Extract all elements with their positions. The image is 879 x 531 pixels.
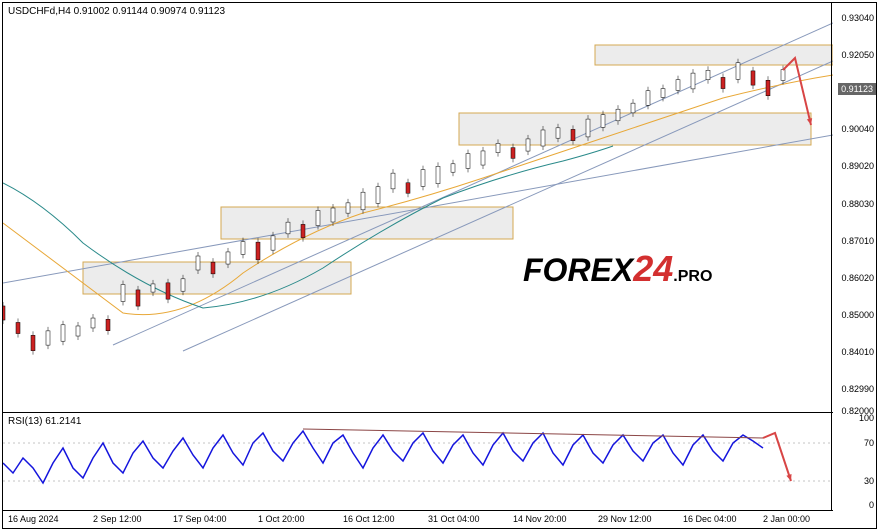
logo-pro-text: .PRO [673, 268, 712, 285]
y-axis-label: 0.91123 [838, 83, 876, 95]
main-chart-svg [3, 3, 833, 413]
x-axis-label: 16 Oct 12:00 [343, 514, 395, 524]
time-x-axis: 16 Aug 2024 2 Sep 12:00 17 Sep 04:00 1 Oct … [3, 510, 833, 530]
x-axis-label: 16 Aug 2024 [8, 514, 59, 524]
rsi-indicator-chart: RSI(13) 61.2141 [3, 413, 833, 510]
y-axis-label: 0.86020 [841, 273, 874, 283]
rsi-forecast-arrow [763, 433, 792, 481]
main-price-chart: USDCHFd,H4 0.91002 0.91144 0.90974 0.911… [3, 3, 833, 413]
support-resistance-zones [83, 45, 833, 294]
watermark-logo: FOREX24.PRO [523, 248, 712, 290]
rsi-y-label: 0 [869, 500, 874, 510]
y-axis-label: 0.92050 [841, 50, 874, 60]
y-axis-label: 0.85000 [841, 310, 874, 320]
chart-title: USDCHFd,H4 0.91002 0.91144 0.90974 0.911… [8, 6, 225, 17]
y-axis-label: 0.93040 [841, 13, 874, 23]
x-axis-label: 14 Nov 20:00 [513, 514, 567, 524]
y-axis-label: 0.84010 [841, 347, 874, 357]
logo-forex-text: FOREX [523, 252, 633, 288]
x-axis-label: 16 Dec 04:00 [683, 514, 737, 524]
x-axis-label: 1 Oct 20:00 [258, 514, 305, 524]
y-axis-label: 0.89020 [841, 161, 874, 171]
y-axis-label: 0.87010 [841, 236, 874, 246]
x-axis-label: 2 Sep 12:00 [93, 514, 142, 524]
rsi-chart-svg [3, 413, 833, 510]
x-axis-label: 17 Sep 04:00 [173, 514, 227, 524]
rsi-y-label: 100 [859, 413, 874, 423]
rsi-line [3, 431, 763, 483]
rsi-y-axis: 100 70 30 0 [831, 413, 876, 510]
rsi-trend-line [303, 429, 763, 438]
rsi-title: RSI(13) 61.2141 [8, 416, 81, 427]
x-axis-label: 2 Jan 00:00 [763, 514, 810, 524]
y-axis-label: 0.82990 [841, 384, 874, 394]
main-y-axis: 0.93040 0.92050 0.91123 0.90040 0.89020 0.880… [831, 3, 876, 413]
rsi-y-label: 30 [864, 476, 874, 486]
logo-24-text: 24 [633, 248, 673, 289]
chart-container: USDCHFd,H4 0.91002 0.91144 0.90974 0.911… [2, 2, 877, 529]
x-axis-label: 31 Oct 04:00 [428, 514, 480, 524]
y-axis-label: 0.88030 [841, 199, 874, 209]
rsi-y-label: 70 [864, 438, 874, 448]
y-axis-label: 0.90040 [841, 124, 874, 134]
x-axis-label: 29 Nov 12:00 [598, 514, 652, 524]
